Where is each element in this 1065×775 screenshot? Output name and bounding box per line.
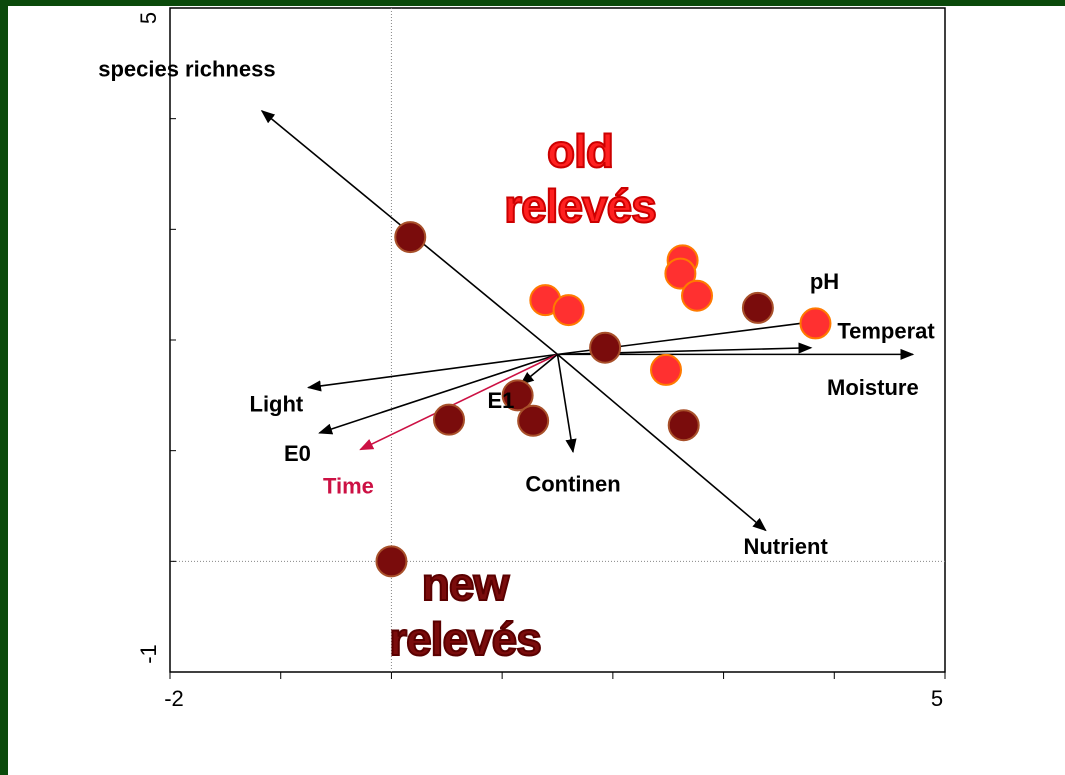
plot-background [8,6,1065,775]
point [501,379,534,412]
vector [359,353,558,451]
point [681,279,713,312]
vector-label: Nutrient [743,534,828,559]
annotation: new [422,558,510,610]
vector [556,354,577,454]
vector-label: Continen [525,472,620,497]
point [394,221,427,254]
vector [556,353,767,532]
vector [519,353,559,386]
vector-label: Temperat [837,319,935,344]
vector-label: E0 [284,441,311,466]
point [375,545,408,578]
point [741,291,774,324]
vector-label: Moisture [827,375,919,400]
vector-label: pH [810,269,839,294]
vector [318,353,558,435]
vector [307,353,558,392]
point [433,403,465,436]
vector-label: Time [323,473,374,498]
point [517,404,550,437]
vector-label: species richness [98,57,275,82]
annotation: relevés [389,613,541,665]
point [589,331,622,364]
x-tick-label: 5 [931,686,943,711]
point [667,409,700,442]
annotation: old [547,125,613,177]
y-tick-label: 5 [136,12,161,24]
point [664,257,697,290]
point [552,294,585,327]
point [650,353,682,386]
y-tick-label: -1 [136,644,161,664]
point [799,307,832,340]
vector-label: E1 [488,388,515,413]
x-tick-label: -2 [164,686,184,711]
annotation: relevés [504,180,656,232]
vector-label: Light [250,391,304,416]
